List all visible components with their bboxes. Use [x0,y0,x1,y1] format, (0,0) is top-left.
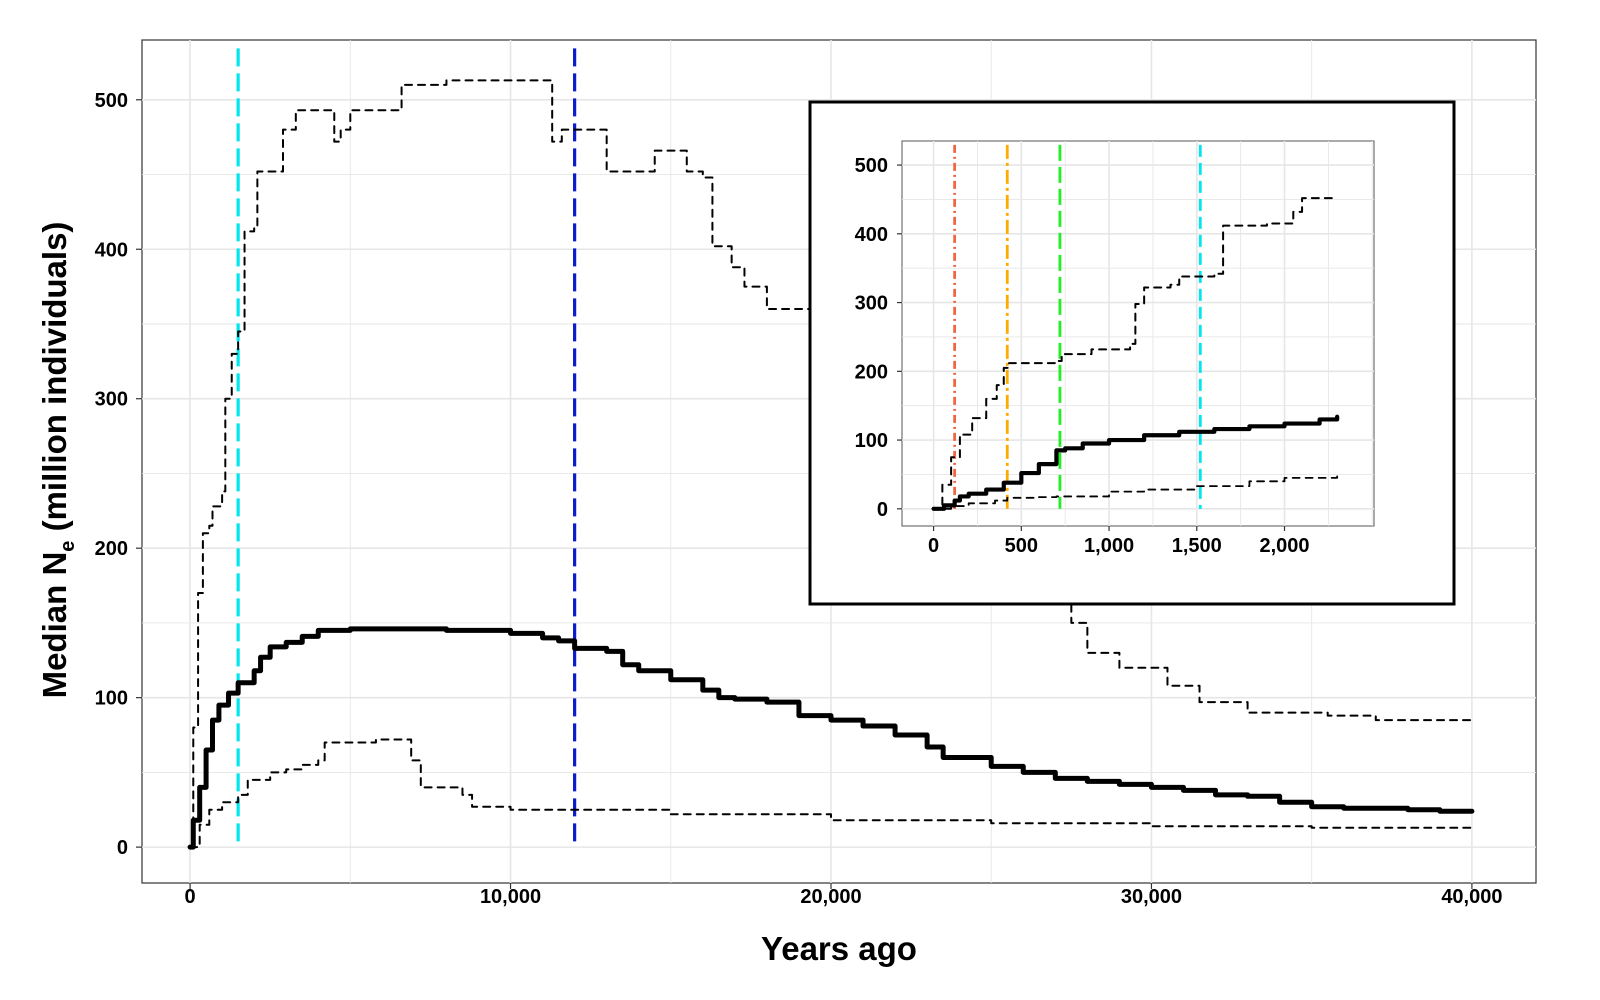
inset-reference-lines [953,144,1202,509]
inset-plot-panel: 0 500 1,000 1,500 2,000 0 100 200 300 400 500 [808,100,1456,606]
inset-series-lines [931,197,1340,511]
y-tick-label: 0 [117,837,128,859]
series-line-median [931,414,1340,511]
x-tick-label: 30,000 [1121,886,1182,908]
inset-plot-background [901,140,1375,527]
y-tick-label: 200 [855,361,888,383]
series-line-upper [932,197,1339,510]
y-tick-label: 300 [855,293,888,315]
y-tick-label: 300 [95,389,128,411]
inset-y-ticks: 0 100 200 300 400 500 [855,155,902,521]
y-tick-label: 100 [95,688,128,710]
series-line-median [187,626,1475,850]
y-axis-title-subscript: e [57,541,79,552]
y-tick-label: 500 [95,90,128,112]
main-reference-lines [236,48,577,848]
y-tick-label: 400 [855,224,888,246]
y-axis-title: Median Ne (million individuals) [36,222,79,699]
y-tick-label: 0 [877,499,888,521]
main-x-ticks: 0 10,000 20,000 30,000 40,000 [185,883,1502,908]
series-line-lower [932,474,1339,510]
x-tick-label: 1,500 [1172,535,1222,557]
y-axis-title-suffix: (million individuals) [36,222,73,541]
inset-gridlines [902,141,1374,526]
series-line-lower [189,738,1473,849]
y-tick-label: 400 [95,239,128,261]
series-line-upper [189,79,1473,849]
x-axis-title: Years ago [761,930,917,967]
x-tick-label: 2,000 [1259,535,1309,557]
x-tick-label: 40,000 [1441,886,1502,908]
main-y-ticks: 0 100 200 300 400 500 [95,90,142,859]
y-tick-label: 100 [855,430,888,452]
x-tick-label: 0 [185,886,196,908]
x-tick-label: 500 [1005,535,1038,557]
x-tick-label: 1,000 [1084,535,1134,557]
y-tick-label: 200 [95,538,128,560]
y-tick-label: 500 [855,155,888,177]
x-tick-label: 10,000 [480,886,541,908]
x-tick-label: 20,000 [800,886,861,908]
y-axis-title-main: Median N [36,552,73,699]
main-series-lines [187,79,1475,850]
x-tick-label: 0 [928,535,939,557]
inset-x-ticks: 0 500 1,000 1,500 2,000 [928,526,1310,557]
